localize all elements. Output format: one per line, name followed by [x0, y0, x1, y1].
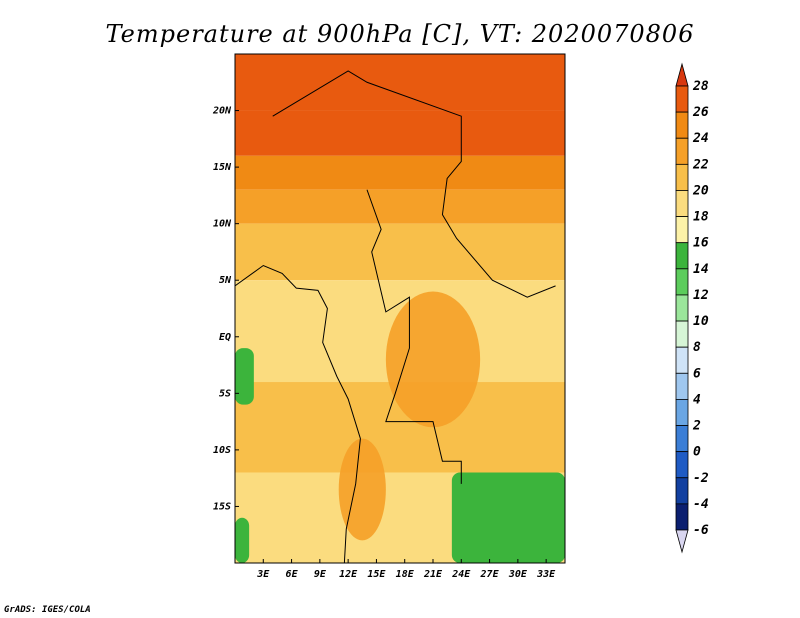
plot-frame: [234, 53, 566, 564]
x-tick-label: 18E: [396, 569, 415, 580]
colorbar-segment: [675, 477, 689, 505]
warm-patch-congo-basin: [385, 291, 481, 428]
warm-patch-west-angola: [338, 438, 386, 541]
border-line-2: [366, 189, 462, 484]
x-tick-label: 21E: [423, 569, 443, 580]
cool-patch-atlantic-southwest: [235, 517, 250, 563]
colorbar-segment: [675, 216, 689, 244]
temperature-field: [235, 54, 565, 563]
cool-patch-southeast: [451, 472, 565, 563]
field-band-0: [235, 54, 565, 111]
colorbar-segment: [675, 190, 689, 217]
colorbar-tick-label: 12: [693, 288, 709, 303]
colorbar-tick-label: 20: [692, 183, 709, 198]
colorbar-tick-label: 10: [693, 314, 709, 329]
colorbar-tick-label: 16: [693, 236, 709, 251]
x-tick-label: 24E: [451, 569, 471, 580]
y-tick-label: 10N: [213, 219, 232, 230]
map-area: [234, 53, 566, 564]
y-tick-label: 15N: [213, 162, 232, 173]
colorbar-segment: [675, 451, 689, 479]
y-axis-ticks: 20N 15N 10N 5N EQ 5S 10S 15S: [212, 106, 239, 512]
colorbar-tick-label: 18: [693, 210, 709, 225]
colorbar-segment: [675, 346, 689, 374]
credit-label: GrADS: IGES/COLA: [4, 605, 91, 615]
colorbar-segment: [675, 111, 689, 139]
colorbar-segment: [675, 294, 689, 322]
field-band-1: [235, 110, 565, 156]
chart-title: Temperature at 900hPa [C], VT: 202007080…: [106, 20, 695, 48]
field-band-2: [235, 155, 565, 190]
colorbar-tick-label: 4: [693, 392, 701, 407]
colorbar-segment: [675, 372, 689, 400]
y-tick-label: 5S: [219, 388, 231, 399]
colorbar-segment: [675, 399, 689, 426]
y-tick-label: 10S: [213, 445, 231, 456]
x-tick-label: 3E: [256, 569, 270, 580]
colorbar-tick-label: 6: [693, 366, 701, 381]
colorbar-top-triangle: [675, 62, 689, 87]
colorbar-tick-label: 2: [692, 419, 701, 434]
x-tick-label: 6E: [286, 569, 299, 580]
colorbar-segment: [675, 503, 689, 531]
x-tick-label: 12E: [339, 569, 358, 580]
colorbar-tick-label: -4: [693, 497, 709, 512]
x-tick-label: 9E: [314, 569, 327, 580]
colorbar-tick-label: 14: [693, 262, 709, 277]
y-tick-label: EQ: [219, 332, 231, 343]
colorbar-segment: [675, 242, 689, 270]
y-tick-label: 5N: [219, 275, 232, 286]
colorbar-tick-label: 28: [692, 79, 709, 94]
border-line-0: [235, 264, 361, 563]
x-tick-label: 33E: [536, 569, 556, 580]
x-tick-label: 15E: [367, 569, 386, 580]
field-band-4: [235, 223, 565, 281]
colorbar-tick-label: 0: [693, 445, 701, 460]
colorbar-segment: [675, 163, 689, 191]
y-tick-label: 15S: [213, 501, 231, 512]
border-line-1: [272, 70, 556, 298]
x-tick-label: 30E: [508, 569, 528, 580]
colorbar-tick-label: -6: [693, 523, 709, 538]
colorbar-segment: [675, 137, 689, 165]
y-tick-label: 20N: [212, 106, 232, 117]
colorbar-segment: [675, 268, 689, 296]
field-band-3: [235, 189, 565, 224]
x-tick-label: 27E: [480, 569, 500, 580]
x-axis-ticks: 3E 6E 9E 12E 15E 18E 21E 24E 27E 30E 33E: [256, 559, 556, 580]
colorbar-tick-label: -2: [693, 471, 709, 486]
colorbar-segment: [675, 425, 689, 453]
colorbar-tick-label: 8: [693, 340, 701, 355]
colorbar-segment: [675, 85, 689, 113]
colorbar-segment: [675, 320, 689, 348]
cool-patch-atlantic-south: [235, 348, 254, 405]
colorbar-bottom-triangle: [675, 529, 689, 554]
colorbar-tick-label: 22: [692, 157, 709, 172]
colorbar-tick-label: 26: [692, 105, 709, 120]
colorbar-tick-label: 24: [692, 131, 709, 146]
